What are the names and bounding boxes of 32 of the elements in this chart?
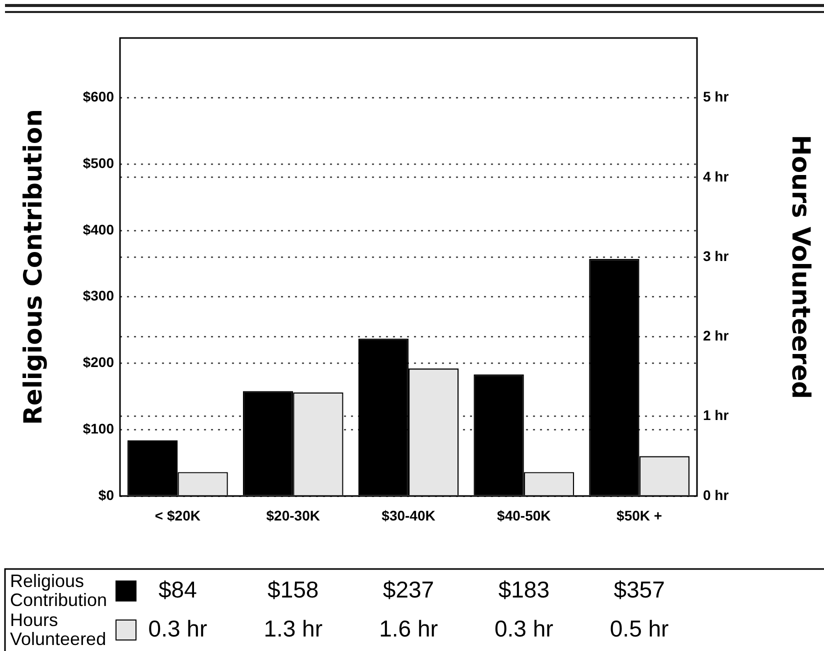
y2-tick-label: 4 hr: [703, 168, 730, 184]
y2-tick-label: 1 hr: [703, 407, 730, 424]
data-label: $158: [268, 576, 319, 602]
data-label: $237: [382, 576, 434, 602]
y2-tick-label: 5 hr: [703, 88, 730, 105]
data-label: 0.3 hr: [494, 615, 554, 642]
x-tick-label: $50K +: [616, 507, 662, 524]
data-label: 1.3 hr: [264, 615, 323, 642]
y-tick-label: $300: [82, 288, 114, 304]
data-label: 1.6 hr: [379, 615, 438, 642]
data-label: $357: [614, 576, 665, 602]
legend-label: Religious Contribution: [10, 571, 108, 610]
x-tick-label: $20-30K: [266, 507, 320, 524]
data-label: $84: [158, 576, 198, 602]
data-label: 0.5 hr: [610, 615, 670, 642]
x-tick-label: < $20K: [154, 507, 200, 524]
y2-tick-label: 0 hr: [703, 486, 730, 503]
data-label: $183: [498, 576, 550, 602]
x-tick-label: $30-40K: [382, 507, 436, 524]
y-tick-label: $600: [82, 88, 114, 105]
y-tick-label: $200: [82, 354, 114, 370]
y2-axis-title: Hours Volunteered: [786, 134, 816, 400]
y2-tick-label: 3 hr: [703, 248, 730, 264]
y2-tick-label: 2 hr: [703, 328, 730, 344]
legend-label: Hours Volunteered: [10, 610, 108, 649]
y-axis-title: Religious Contribution: [18, 109, 48, 425]
y-tick-label: $100: [82, 420, 114, 436]
y-tick-label: $500: [82, 154, 114, 171]
y-tick-label: $400: [82, 221, 114, 238]
x-tick-label: $40-50K: [497, 507, 551, 524]
y-tick-label: $0: [98, 486, 114, 503]
data-label: 0.3 hr: [148, 615, 208, 642]
